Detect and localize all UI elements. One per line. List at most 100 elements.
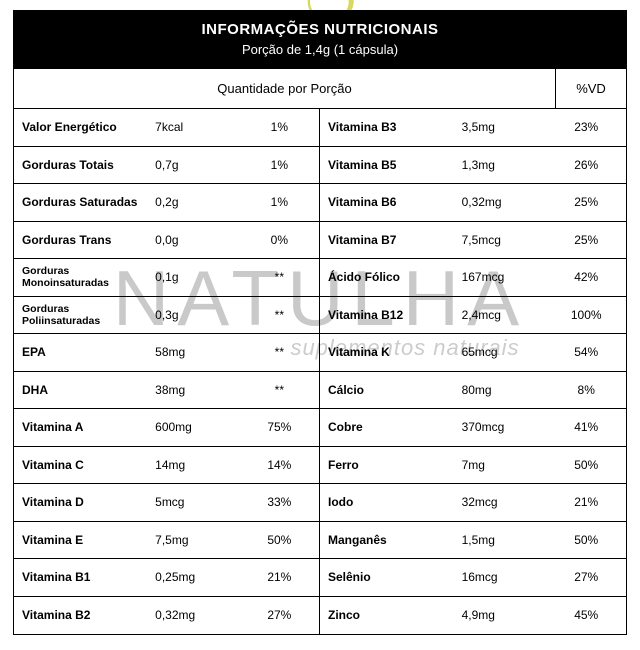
nutrient-qty: 0,25mg — [145, 570, 240, 584]
nutrient-vd: 50% — [546, 533, 626, 547]
nutrient-name: Gorduras Monoinsaturadas — [14, 265, 145, 289]
nutrient-vd: 27% — [240, 608, 319, 622]
table-body: Valor Energético7kcal1%Gorduras Totais0,… — [14, 109, 626, 634]
nutrient-name: Ferro — [320, 458, 452, 472]
table-row: Zinco4,9mg45% — [320, 597, 626, 635]
nutrient-qty: 7mg — [452, 458, 547, 472]
nutrient-name: Vitamina C — [14, 458, 145, 472]
nutrient-qty: 3,5mg — [452, 120, 547, 134]
nutrient-name: Ácido Fólico — [320, 270, 452, 284]
nutrient-name: Vitamina B12 — [320, 308, 452, 322]
nutrient-qty: 1,5mg — [452, 533, 547, 547]
nutrient-qty: 32mcg — [452, 495, 547, 509]
nutrient-vd: 21% — [240, 570, 319, 584]
nutrient-vd: 23% — [546, 120, 626, 134]
table-row: Gorduras Totais0,7g1% — [14, 147, 319, 185]
table-row: Vitamina B20,32mg27% — [14, 597, 319, 635]
nutrient-qty: 58mg — [145, 345, 240, 359]
nutrient-name: Vitamina B1 — [14, 570, 145, 584]
nutrient-vd: 1% — [240, 195, 319, 209]
nutrient-name: Gorduras Trans — [14, 233, 145, 247]
nutrient-vd: 41% — [546, 420, 626, 434]
nutrient-qty: 1,3mg — [452, 158, 547, 172]
nutrient-vd: 0% — [240, 233, 319, 247]
nutrient-qty: 16mcg — [452, 570, 547, 584]
nutrient-qty: 7kcal — [145, 120, 240, 134]
nutrient-name: EPA — [14, 345, 145, 359]
nutrient-vd: ** — [240, 345, 319, 359]
nutrient-vd: ** — [240, 383, 319, 397]
nutrient-name: Cálcio — [320, 383, 452, 397]
table-row: Gorduras Poliinsaturadas0,3g** — [14, 297, 319, 335]
table-row: Vitamina A600mg75% — [14, 409, 319, 447]
table-row: Ferro7mg50% — [320, 447, 626, 485]
table-subheader: Quantidade por Porção %VD — [14, 69, 626, 109]
nutrient-name: Cobre — [320, 420, 452, 434]
nutrient-qty: 65mcg — [452, 345, 547, 359]
nutrient-vd: 1% — [240, 120, 319, 134]
nutrient-vd: 42% — [546, 270, 626, 284]
nutrient-name: Vitamina B7 — [320, 233, 452, 247]
nutrient-qty: 370mcg — [452, 420, 547, 434]
nutrient-qty: 0,3g — [145, 308, 240, 322]
table-row: Selênio16mcg27% — [320, 559, 626, 597]
nutrient-vd: 50% — [240, 533, 319, 547]
nutrient-name: Selênio — [320, 570, 452, 584]
nutrient-name: Zinco — [320, 608, 452, 622]
nutrient-qty: 4,9mg — [452, 608, 547, 622]
nutrient-name: Vitamina A — [14, 420, 145, 434]
nutrient-name: Iodo — [320, 495, 452, 509]
table-row: Gorduras Trans0,0g0% — [14, 222, 319, 260]
nutrient-vd: 26% — [546, 158, 626, 172]
nutrient-qty: 0,1g — [145, 270, 240, 284]
table-row: Manganês1,5mg50% — [320, 522, 626, 560]
nutrient-vd: 25% — [546, 195, 626, 209]
nutrient-qty: 600mg — [145, 420, 240, 434]
table-row: Vitamina B122,4mcg100% — [320, 297, 626, 335]
nutrient-name: Gorduras Poliinsaturadas — [14, 303, 145, 327]
table-row: Vitamina B10,25mg21% — [14, 559, 319, 597]
nutrient-name: Valor Energético — [14, 120, 145, 134]
nutrient-name: Vitamina B2 — [14, 608, 145, 622]
nutrient-vd: 8% — [546, 383, 626, 397]
nutrient-qty: 0,0g — [145, 233, 240, 247]
table-col-left: Valor Energético7kcal1%Gorduras Totais0,… — [14, 109, 320, 634]
nutrient-qty: 0,7g — [145, 158, 240, 172]
nutrient-qty: 2,4mcg — [452, 308, 547, 322]
nutrient-name: Vitamina B5 — [320, 158, 452, 172]
table-row: Vitamina K65mcg54% — [320, 334, 626, 372]
nutrient-qty: 7,5mcg — [452, 233, 547, 247]
table-row: Vitamina B60,32mg25% — [320, 184, 626, 222]
nutrient-vd: 25% — [546, 233, 626, 247]
nutrient-name: Vitamina B6 — [320, 195, 452, 209]
nutrient-vd: ** — [240, 270, 319, 284]
nutrient-qty: 38mg — [145, 383, 240, 397]
nutrition-table: INFORMAÇÕES NUTRICIONAIS Porção de 1,4g … — [13, 10, 627, 635]
table-row: Vitamina E7,5mg50% — [14, 522, 319, 560]
table-row: Iodo32mcg21% — [320, 484, 626, 522]
table-subtitle: Porção de 1,4g (1 cápsula) — [14, 42, 626, 57]
table-row: Gorduras Monoinsaturadas0,1g** — [14, 259, 319, 297]
nutrient-qty: 80mg — [452, 383, 547, 397]
nutrient-vd: 21% — [546, 495, 626, 509]
table-row: Ácido Fólico167mcg42% — [320, 259, 626, 297]
nutrient-name: Manganês — [320, 533, 452, 547]
nutrient-vd: ** — [240, 308, 319, 322]
nutrient-name: Vitamina D — [14, 495, 145, 509]
nutrient-qty: 167mcg — [452, 270, 547, 284]
nutrient-vd: 1% — [240, 158, 319, 172]
col-header-vd: %VD — [556, 69, 626, 108]
table-header: INFORMAÇÕES NUTRICIONAIS Porção de 1,4g … — [14, 11, 626, 69]
table-title: INFORMAÇÕES NUTRICIONAIS — [14, 21, 626, 38]
nutrient-name: Vitamina E — [14, 533, 145, 547]
table-row: Cobre370mcg41% — [320, 409, 626, 447]
nutrient-vd: 54% — [546, 345, 626, 359]
nutrient-vd: 33% — [240, 495, 319, 509]
table-row: Vitamina C14mg14% — [14, 447, 319, 485]
nutrient-qty: 0,32mg — [145, 608, 240, 622]
nutrient-vd: 50% — [546, 458, 626, 472]
nutrient-qty: 7,5mg — [145, 533, 240, 547]
nutrient-qty: 5mcg — [145, 495, 240, 509]
table-col-right: Vitamina B33,5mg23%Vitamina B51,3mg26%Vi… — [320, 109, 626, 634]
nutrient-qty: 14mg — [145, 458, 240, 472]
